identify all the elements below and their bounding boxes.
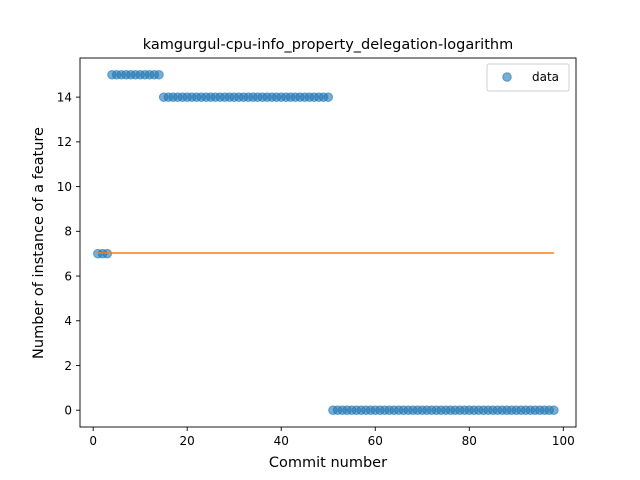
y-tick-label: 2 (64, 359, 72, 373)
legend: data (486, 63, 570, 92)
x-tick-label: 0 (89, 434, 97, 448)
y-tick-label: 12 (57, 135, 72, 149)
x-tick-label: 60 (368, 434, 383, 448)
y-tick-label: 6 (64, 269, 72, 283)
y-tick-label: 14 (57, 90, 72, 104)
tick-layer: 0 20 40 60 80 100 0 2 4 6 8 10 12 14 (57, 90, 575, 448)
legend-label: data (532, 70, 559, 84)
y-tick-label: 10 (57, 180, 72, 194)
plot-layer (93, 69, 559, 416)
data-point (549, 405, 559, 416)
x-axis-label: Commit number (269, 455, 387, 471)
x-tick-label: 80 (462, 434, 477, 448)
y-tick-label: 4 (64, 314, 72, 328)
x-tick-label: 40 (274, 434, 289, 448)
x-tick-label: 100 (552, 434, 575, 448)
y-tick-label: 8 (64, 225, 72, 239)
chart-title: kamgurgul-cpu-info_property_delegation-l… (143, 37, 513, 53)
x-tick-label: 20 (180, 434, 195, 448)
legend-marker (502, 72, 512, 82)
data-point (154, 69, 164, 80)
plot-frame (79, 57, 577, 428)
y-tick-label: 0 (64, 404, 72, 418)
legend-box (486, 63, 570, 92)
data-point (323, 92, 334, 102)
y-axis-label: Number of instance of a feature (31, 127, 47, 359)
